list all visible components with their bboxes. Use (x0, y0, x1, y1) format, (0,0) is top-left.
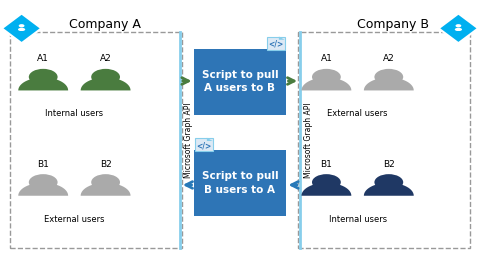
Text: External users: External users (44, 215, 105, 224)
Circle shape (91, 174, 120, 190)
Polygon shape (439, 14, 478, 43)
PathPatch shape (301, 77, 351, 90)
Text: </>: </> (268, 40, 284, 49)
Text: A2: A2 (383, 55, 395, 63)
Text: Company B: Company B (357, 18, 429, 31)
Text: Internal users: Internal users (45, 109, 104, 118)
Bar (194, 150, 286, 216)
Polygon shape (2, 14, 41, 43)
Polygon shape (279, 36, 285, 40)
Circle shape (374, 174, 403, 190)
Text: Internal users: Internal users (328, 215, 387, 224)
PathPatch shape (81, 77, 131, 90)
Text: Script to pull
A users to B: Script to pull A users to B (202, 70, 278, 93)
PathPatch shape (18, 77, 68, 90)
Text: A1: A1 (321, 55, 332, 63)
Circle shape (312, 174, 341, 190)
PathPatch shape (364, 77, 414, 90)
Circle shape (312, 69, 341, 85)
FancyBboxPatch shape (195, 138, 213, 151)
Text: Script to pull
B users to A: Script to pull B users to A (202, 171, 278, 194)
FancyBboxPatch shape (267, 36, 285, 50)
Circle shape (374, 69, 403, 85)
Circle shape (91, 69, 120, 85)
Bar (298, 32, 470, 248)
Polygon shape (207, 138, 213, 141)
Text: A2: A2 (100, 55, 111, 63)
Text: External users: External users (327, 109, 388, 118)
PathPatch shape (301, 183, 351, 196)
Text: B1: B1 (321, 160, 332, 169)
Circle shape (29, 174, 58, 190)
Bar (17, 31, 26, 32)
Text: Microsoft Graph API: Microsoft Graph API (304, 103, 313, 178)
Ellipse shape (18, 28, 25, 31)
Bar (454, 31, 463, 32)
Text: B2: B2 (383, 160, 395, 169)
Circle shape (456, 24, 461, 27)
Bar (10, 32, 182, 248)
Circle shape (19, 24, 24, 27)
PathPatch shape (81, 183, 131, 196)
Text: </>: </> (196, 141, 212, 150)
Circle shape (29, 69, 58, 85)
Text: Microsoft Graph API: Microsoft Graph API (184, 103, 193, 178)
PathPatch shape (18, 183, 68, 196)
Bar (194, 49, 286, 115)
Text: Company A: Company A (69, 18, 141, 31)
Text: A1: A1 (37, 55, 49, 63)
Text: B2: B2 (100, 160, 111, 169)
Text: B1: B1 (37, 160, 49, 169)
Ellipse shape (455, 28, 462, 31)
PathPatch shape (364, 183, 414, 196)
